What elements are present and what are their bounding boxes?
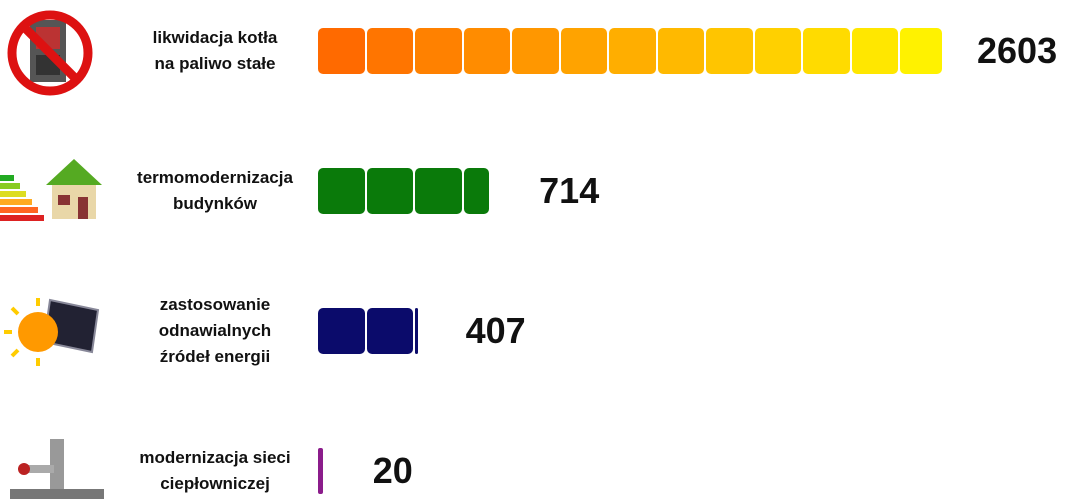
pipe-icon	[0, 435, 105, 500]
bar	[318, 308, 416, 354]
category-label: likwidacja kotła na paliwo stałe	[110, 25, 320, 77]
bar-segment	[706, 28, 753, 74]
solar-icon	[0, 290, 105, 370]
bar-segment	[367, 28, 414, 74]
category-label: modernizacja sieci ciepłowniczej	[110, 445, 320, 497]
infographic: likwidacja kotła na paliwo stałe 2603 term…	[0, 0, 1066, 500]
bar	[318, 168, 489, 214]
bar-segment	[755, 28, 802, 74]
bar	[318, 28, 942, 74]
bar-segment	[318, 308, 365, 354]
bar-segment	[415, 308, 418, 354]
bar-segment	[318, 448, 323, 494]
value-label: 714	[539, 170, 599, 212]
bar-segment	[464, 168, 490, 214]
bar-segment	[561, 28, 608, 74]
value-label: 407	[466, 310, 526, 352]
category-label: zastosowanie odnawialnych źródeł energii	[110, 292, 320, 370]
bar-segment	[900, 28, 942, 74]
bar-segment	[803, 28, 850, 74]
bar	[318, 448, 323, 494]
value-label: 2603	[977, 30, 1057, 72]
bar-segment	[658, 28, 705, 74]
value-label: 20	[373, 450, 413, 492]
house-icon	[0, 155, 105, 225]
bar-segment	[367, 308, 414, 354]
bar-segment	[852, 28, 899, 74]
bar-segment	[415, 28, 462, 74]
bar-segment	[464, 28, 511, 74]
bar-segment	[415, 168, 462, 214]
bar-segment	[318, 28, 365, 74]
boiler-icon	[0, 5, 100, 100]
category-label: termomodernizacja budynków	[110, 165, 320, 217]
bar-segment	[367, 168, 414, 214]
bar-segment	[512, 28, 559, 74]
bar-segment	[609, 28, 656, 74]
bar-segment	[318, 168, 365, 214]
